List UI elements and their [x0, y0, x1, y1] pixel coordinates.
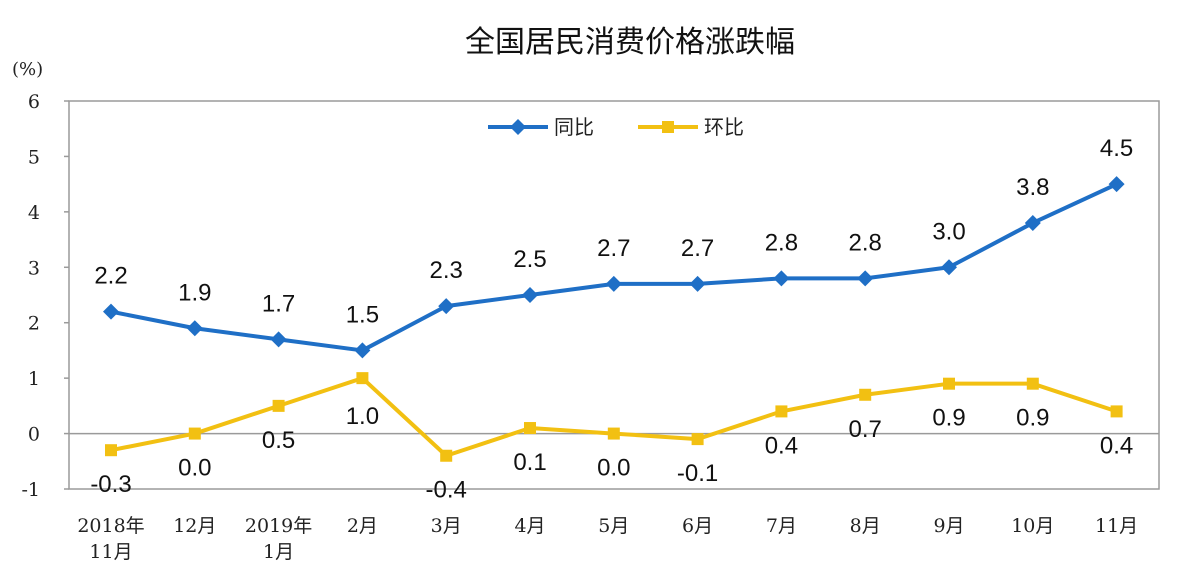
x-tick-label: 7月: [766, 515, 797, 537]
y-tick-label: 6: [28, 91, 40, 113]
y-tick-label: 5: [28, 146, 40, 168]
y-axis-ticks: 6 5 4 3 2 1 0 -1: [21, 91, 69, 501]
data-point: [524, 422, 536, 435]
y-tick-label: 2: [28, 313, 40, 335]
legend-marker: [662, 121, 674, 133]
data-label: 2.7: [681, 235, 714, 262]
data-label: 2.2: [94, 263, 127, 290]
data-label: 3.8: [1016, 174, 1049, 201]
data-point: [440, 449, 453, 462]
data-label: 2.8: [765, 229, 798, 256]
data-label: 1.5: [346, 301, 379, 328]
data-point: [605, 275, 622, 292]
series-layer: [103, 176, 1125, 462]
data-point: [857, 270, 874, 287]
y-tick-label: 4: [28, 202, 40, 224]
legend-label: 环比: [704, 115, 744, 139]
y-axis-unit-label: (%): [12, 59, 43, 80]
data-point: [186, 320, 203, 337]
data-point: [859, 388, 872, 401]
x-tick-label: 4月: [514, 515, 545, 537]
data-label: 0.9: [1016, 405, 1049, 432]
y-tick-label: 0: [28, 424, 40, 446]
data-point: [522, 287, 538, 303]
data-point: [270, 331, 287, 348]
data-label: 2.3: [430, 257, 463, 284]
x-tick-label: 12月: [173, 515, 216, 537]
data-label: 2.7: [597, 235, 630, 262]
data-point: [1026, 377, 1039, 390]
legend: 同比 环比: [488, 115, 744, 139]
data-label: 1.7: [262, 290, 295, 317]
data-label: -0.1: [677, 460, 718, 487]
y-tick-label: 1: [28, 368, 40, 390]
data-label: 0.7: [849, 416, 882, 443]
series-line: [110, 182, 1118, 353]
data-label: 4.5: [1100, 135, 1133, 162]
x-tick-label: 10月: [1011, 515, 1054, 537]
data-point: [773, 270, 790, 287]
data-label: 0.0: [178, 455, 211, 482]
data-label: 0.9: [932, 405, 965, 432]
data-label: 0.4: [765, 432, 798, 459]
legend-marker: [510, 119, 526, 135]
data-label: 0.4: [1100, 432, 1133, 459]
x-tick-label: 9月: [933, 515, 964, 537]
data-point: [105, 444, 117, 457]
data-point: [943, 377, 955, 390]
data-point: [1108, 176, 1125, 193]
data-labels-layer: 2.2 1.9 1.7 1.5 2.3 2.5 2.7 2.7 2.8 2.8 3.0 3.8 4.5 -…: [90, 135, 1133, 504]
data-point: [188, 427, 201, 440]
data-point: [775, 405, 788, 418]
data-label: 2.5: [513, 246, 546, 273]
x-tick-label: 6月: [682, 515, 713, 537]
data-point: [272, 399, 285, 412]
data-label: 3.0: [932, 218, 965, 245]
x-tick-label: 5月: [598, 515, 629, 537]
chart-title: 全国居民消费价格涨跌幅: [465, 25, 795, 60]
data-point: [1024, 214, 1041, 231]
data-label: 0.1: [513, 449, 546, 476]
data-point: [689, 275, 706, 292]
x-tick-label: 3月: [431, 515, 462, 537]
x-tick-label: 2月: [347, 515, 378, 537]
x-tick-label: 11月: [1095, 515, 1138, 537]
data-point: [1110, 405, 1123, 418]
data-label: 0.0: [597, 455, 630, 482]
data-label: -0.4: [426, 477, 467, 504]
x-axis-ticks: 2018年 11月 12月 2019年 1月 2月 3月 4月 5月 6月 7月 8月 9月 10月 11月: [77, 515, 1138, 561]
data-point: [941, 259, 957, 276]
legend-label: 同比: [554, 115, 594, 139]
data-label: -0.3: [90, 471, 131, 498]
x-tick-label: 8月: [850, 515, 881, 537]
plot-area-frame: [68, 100, 1160, 490]
data-label: 1.9: [178, 279, 211, 306]
x-tick-label: 2019年 1月: [245, 515, 312, 561]
data-label: 1.0: [346, 403, 379, 430]
data-point: [691, 433, 704, 446]
data-point: [354, 342, 371, 359]
data-point: [607, 427, 620, 440]
data-point: [356, 372, 369, 385]
data-point: [438, 298, 455, 315]
data-label: 2.8: [849, 229, 882, 256]
y-tick-label: 3: [28, 257, 40, 279]
data-label: 0.5: [262, 427, 295, 454]
x-tick-label: 2018年 11月: [77, 515, 144, 561]
data-point: [103, 303, 119, 320]
y-tick-label: -1: [21, 479, 40, 501]
